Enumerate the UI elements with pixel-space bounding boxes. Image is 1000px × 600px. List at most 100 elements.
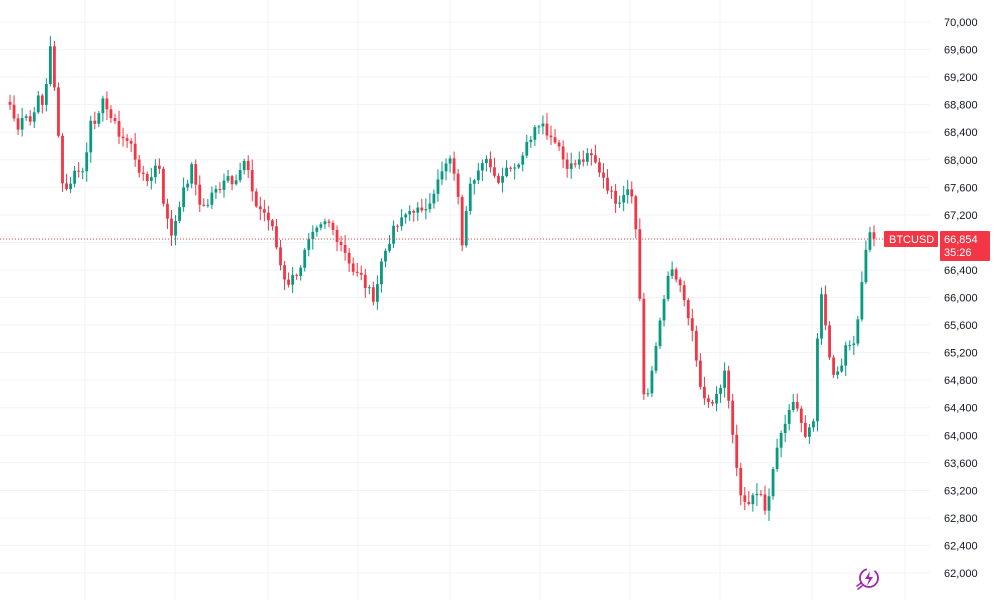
y-tick-label: 68,400 — [944, 127, 978, 139]
candle-down — [420, 207, 424, 211]
candle-down — [166, 203, 169, 219]
candle-down — [347, 252, 351, 264]
candle-up — [840, 365, 844, 372]
candle-up — [388, 243, 391, 251]
candle-up — [404, 214, 408, 218]
y-tick-label: 62,000 — [944, 568, 978, 580]
candle-up — [654, 346, 658, 371]
candle-up — [480, 163, 484, 171]
candle-down — [12, 104, 16, 119]
candle-down — [549, 135, 553, 138]
y-tick-label: 64,800 — [944, 375, 978, 387]
candle-down — [129, 140, 133, 144]
y-tick-label: 63,200 — [944, 485, 978, 497]
candle-down — [412, 211, 416, 213]
candle-down — [258, 206, 262, 210]
candle-down — [202, 204, 206, 206]
candle-up — [787, 409, 791, 424]
candle-down — [170, 218, 173, 236]
price-tag-countdown: 35:26 — [944, 247, 972, 259]
candle-down — [327, 221, 331, 223]
candle-up — [408, 211, 412, 215]
candle-down — [497, 175, 500, 183]
candle-up — [153, 165, 157, 178]
candle-down — [157, 165, 161, 169]
candle-up — [501, 176, 504, 183]
candle-down — [267, 212, 270, 221]
y-tick-label: 64,400 — [944, 403, 978, 415]
candle-up — [464, 211, 468, 246]
candle-up — [666, 275, 670, 300]
candle-down — [638, 229, 642, 299]
candle-down — [698, 360, 702, 387]
candle-up — [517, 164, 521, 168]
candle-up — [400, 217, 404, 227]
candle-down — [545, 123, 549, 136]
candle-down — [137, 159, 141, 173]
candle-down — [145, 173, 149, 181]
candle-up — [505, 167, 508, 177]
candle-down — [799, 408, 803, 423]
candle-up — [311, 231, 315, 240]
candle-down — [287, 279, 290, 285]
candle-down — [456, 173, 460, 197]
candle-down — [339, 241, 343, 245]
candle-up — [751, 495, 755, 505]
y-tick-label: 69,200 — [944, 72, 978, 84]
candle-up — [424, 209, 428, 211]
candle-down — [553, 137, 557, 143]
candle-up — [775, 447, 779, 470]
candle-up — [860, 282, 864, 320]
candle-up — [186, 183, 190, 188]
candle-up — [149, 177, 153, 181]
candle-down — [295, 275, 299, 277]
candle-up — [468, 183, 472, 212]
candle-down — [61, 135, 64, 184]
candle-down — [250, 170, 254, 192]
candle-up — [444, 163, 448, 172]
candle-down — [396, 225, 399, 227]
candle-up — [376, 284, 379, 302]
candle-down — [57, 87, 60, 136]
chart-grid — [0, 0, 930, 600]
candle-up — [836, 371, 840, 375]
candle-down — [795, 401, 799, 409]
candle-up — [69, 183, 72, 190]
price-axis: 70,000 69,600 69,200 68,800 68,400 68,000 67,6… — [944, 17, 978, 580]
y-tick-label: 62,400 — [944, 540, 978, 552]
candle-up — [848, 345, 852, 347]
candle-down — [832, 357, 836, 375]
candle-up — [525, 141, 529, 156]
y-tick-label: 69,600 — [944, 45, 978, 57]
y-tick-label: 62,800 — [944, 513, 978, 525]
candle-up — [384, 250, 387, 262]
candle-up — [234, 180, 238, 185]
candle-down — [606, 177, 609, 191]
candle-up — [618, 202, 622, 204]
candle-down — [117, 120, 121, 137]
candle-down — [331, 222, 335, 230]
candle-down — [218, 189, 222, 191]
candle-down — [743, 495, 747, 502]
y-tick-label: 64,000 — [944, 430, 978, 442]
candle-down — [493, 167, 496, 176]
candle-down — [565, 159, 569, 169]
candle-up — [392, 225, 395, 244]
candle-up — [174, 220, 177, 236]
candle-up — [178, 207, 181, 221]
candle-up — [650, 370, 654, 394]
lightning-logo-icon[interactable] — [855, 566, 881, 592]
candle-up — [856, 319, 860, 344]
candle-down — [763, 494, 767, 511]
candle-down — [359, 272, 363, 275]
candle-up — [210, 192, 214, 205]
candle-up — [476, 170, 480, 181]
candle-up — [20, 117, 24, 130]
candle-up — [206, 204, 210, 206]
candle-up — [485, 158, 488, 164]
candle-up — [319, 224, 323, 228]
candle-up — [97, 113, 101, 124]
symbol-tag-bg — [884, 231, 938, 247]
candle-down — [262, 209, 266, 213]
